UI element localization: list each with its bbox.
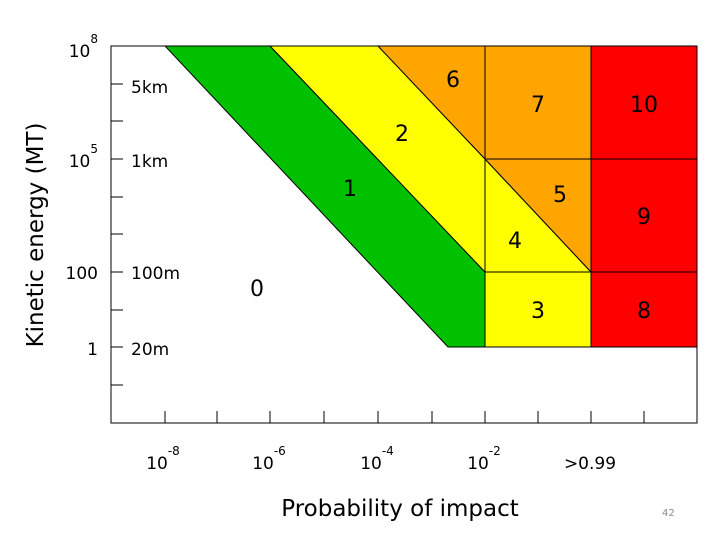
probability-tick-labels: 10-8 10-6 10-4 10-2 >0.99 — [146, 444, 616, 474]
zone-label-1: 1 — [343, 177, 357, 202]
probability-tick-1e-8: 10-8 — [146, 444, 180, 474]
energy-tick-1e8: 108 — [69, 32, 98, 62]
size-label-5km: 5km — [131, 78, 168, 98]
energy-tick-100: 100 — [66, 264, 98, 284]
probability-tick-1e-6: 10-6 — [252, 444, 286, 474]
zone-label-5: 5 — [553, 183, 567, 208]
zone-8-area — [590, 271, 698, 348]
zone-label-3: 3 — [531, 299, 545, 324]
zone-label-7: 7 — [531, 93, 545, 118]
zone-label-10: 10 — [630, 93, 658, 118]
x-axis-title: Probability of impact — [281, 496, 519, 522]
probability-tick-1e-2: 10-2 — [467, 444, 501, 474]
energy-tick-1e5: 105 — [69, 142, 98, 172]
size-labels: 5km 1km 100m 20m — [131, 78, 180, 360]
y-axis-title: Kinetic energy (MT) — [23, 123, 49, 348]
zone-label-9: 9 — [637, 205, 651, 230]
size-label-100m: 100m — [131, 264, 180, 284]
probability-tick-certain: >0.99 — [564, 454, 616, 474]
x-axis-ticks — [164, 411, 645, 423]
zone-label-8: 8 — [637, 299, 651, 324]
probability-tick-1e-4: 10-4 — [360, 444, 394, 474]
zone-label-4: 4 — [508, 229, 522, 254]
page-number: 42 — [662, 508, 675, 519]
zone-label-0: 0 — [250, 277, 264, 302]
energy-tick-labels: 108 105 100 1 — [66, 32, 98, 360]
zone-label-2: 2 — [395, 122, 409, 147]
zone-labels: 0 1 2 3 4 5 6 7 8 9 10 — [250, 68, 658, 324]
zone-label-6: 6 — [446, 68, 460, 93]
size-label-1km: 1km — [131, 152, 168, 172]
y-axis-ticks — [111, 45, 123, 424]
energy-tick-1: 1 — [87, 340, 98, 360]
size-label-20m: 20m — [131, 340, 169, 360]
